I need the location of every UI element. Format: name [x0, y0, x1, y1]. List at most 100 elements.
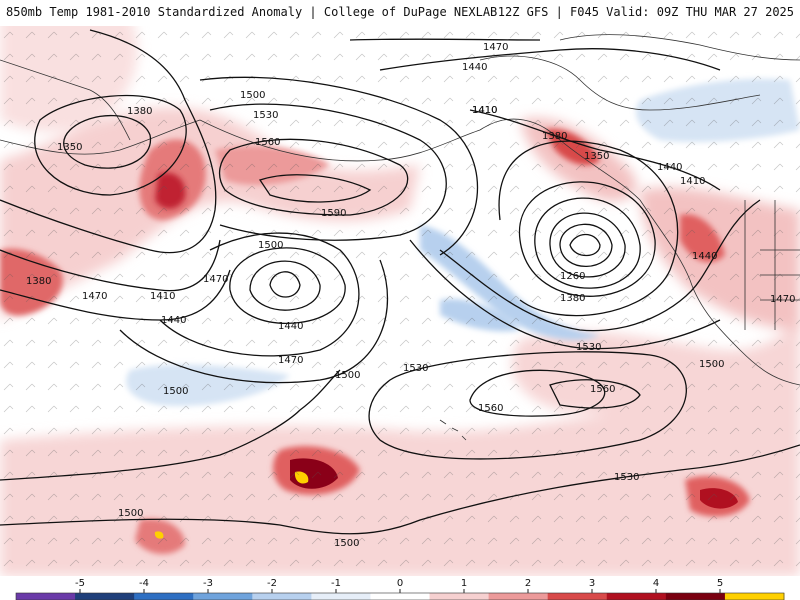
coastlines: [0, 34, 800, 441]
colorbar-swatch: [75, 593, 135, 600]
colorbar-swatch: [429, 593, 490, 600]
contour-label: 1410: [680, 176, 705, 187]
colorbar-swatch: [311, 593, 371, 600]
contour-label: 1470: [203, 274, 228, 285]
colorbar-tick-label: 4: [653, 578, 659, 589]
height-contour: [0, 369, 341, 481]
contour-label: 1470: [483, 42, 508, 53]
height-contour: [469, 109, 721, 191]
contour-label: 1560: [478, 403, 503, 414]
height-contour: [249, 260, 321, 311]
height-contour: [498, 140, 679, 317]
height-contour: [159, 232, 360, 357]
colorbar-tick-labels: -5 -4 -3 -2 -1 0 1 2 3 4 5: [75, 578, 723, 593]
map-header: 850mb Temp 1981-2010 Standardized Anomal…: [0, 0, 800, 26]
colorbar-tick-label: 0: [397, 578, 403, 589]
contour-labels: 1470 1440 1410 1380 1350 1500 1530 1560 …: [26, 42, 795, 549]
map-title: 850mb Temp 1981-2010 Standardized Anomal…: [6, 5, 498, 19]
contour-label: 1380: [127, 106, 152, 117]
height-contour: [549, 212, 626, 278]
colorbar-border: [15, 592, 785, 600]
height-contour: [549, 379, 641, 409]
height-contour: [34, 94, 187, 196]
colorbar-swatch: [134, 593, 194, 600]
height-contour: [534, 197, 641, 289]
contour-label: 1440: [278, 321, 303, 332]
height-contour: [379, 48, 721, 71]
contour-label: 1470: [278, 355, 303, 366]
anomaly-color-scale: -5 -4 -3 -2 -1 0 1 2 3 4 5: [0, 576, 800, 600]
contour-label: 1440: [462, 62, 487, 73]
contour-label: 1410: [472, 105, 497, 116]
contour-label: 1560: [255, 137, 280, 148]
contour-label: 1530: [614, 472, 639, 483]
contour-label: 1500: [334, 538, 359, 549]
colorbar-swatch: [724, 593, 785, 600]
colorbar-tick-label: -2: [267, 578, 277, 589]
contour-label: 1380: [26, 276, 51, 287]
contour-label: 1530: [576, 342, 601, 353]
colorbar-tick-label: -5: [75, 578, 85, 589]
contour-label: 1440: [657, 162, 682, 173]
contour-label: 1590: [321, 208, 346, 219]
height-contour: [559, 223, 613, 267]
height-contour: [218, 138, 409, 216]
anomaly-map: 1470 1440 1410 1380 1350 1500 1530 1560 …: [0, 26, 800, 576]
contour-label: 1470: [770, 294, 795, 305]
height-contour: [209, 103, 447, 241]
colorbar-tick-label: 3: [589, 578, 595, 589]
contour-label: 1500: [118, 508, 143, 519]
height-contour: [63, 114, 151, 169]
height-contour: [0, 444, 800, 535]
contour-label: 1500: [240, 90, 265, 101]
colorbar-swatch: [193, 593, 253, 600]
height-contour: [518, 181, 656, 297]
height-contour: [229, 247, 346, 324]
colorbar-strip: [15, 592, 785, 600]
contour-label: 1380: [542, 131, 567, 142]
colorbar-swatch: [547, 593, 608, 600]
contour-label: 1380: [560, 293, 585, 304]
height-contour: [199, 76, 479, 256]
contour-label: 1350: [57, 142, 82, 153]
contour-label: 1500: [163, 386, 188, 397]
height-contour: [269, 271, 301, 298]
height-contour: [0, 269, 231, 321]
height-contour: [119, 259, 388, 384]
colorbar-tick-label: -3: [203, 578, 213, 589]
colorbar-swatch: [665, 593, 726, 600]
height-contour: [0, 239, 221, 292]
contour-label: 1470: [82, 291, 107, 302]
contour-label: 1350: [584, 151, 609, 162]
colorbar-tick-label: -1: [331, 578, 341, 589]
model-run-info: 12Z GFS | F045 Valid: 09Z THU MAR 27 202…: [497, 5, 794, 19]
contour-label: 1530: [253, 110, 278, 121]
height-contours: [0, 29, 800, 535]
contour-label: 1560: [590, 384, 615, 395]
contour-label: 1440: [161, 315, 186, 326]
height-contour: [469, 369, 606, 417]
colorbar-tick-label: 2: [525, 578, 531, 589]
height-contour: [258, 174, 372, 203]
colorbar-swatch: [252, 593, 312, 600]
contour-label: 1260: [560, 271, 585, 282]
colorbar-swatch: [16, 593, 76, 600]
contour-label: 1500: [258, 240, 283, 251]
colorbar-swatch: [370, 593, 431, 600]
height-contour: [349, 38, 541, 41]
colorbar-swatch: [488, 593, 549, 600]
contour-label: 1530: [403, 363, 428, 374]
height-contour: [368, 351, 687, 460]
wind-barbs: [0, 26, 800, 576]
height-contour: [409, 239, 721, 350]
height-contour: [0, 29, 217, 254]
colorbar-tick-label: 1: [461, 578, 467, 589]
colorbar-tick-label: -4: [139, 578, 149, 589]
colorbar-tick-label: 5: [717, 578, 723, 589]
contour-label: 1500: [699, 359, 724, 370]
height-contour: [569, 233, 601, 257]
contour-label: 1500: [335, 370, 360, 381]
contour-label: 1440: [692, 251, 717, 262]
contour-label: 1410: [150, 291, 175, 302]
contour-label: 1410: [472, 105, 497, 116]
